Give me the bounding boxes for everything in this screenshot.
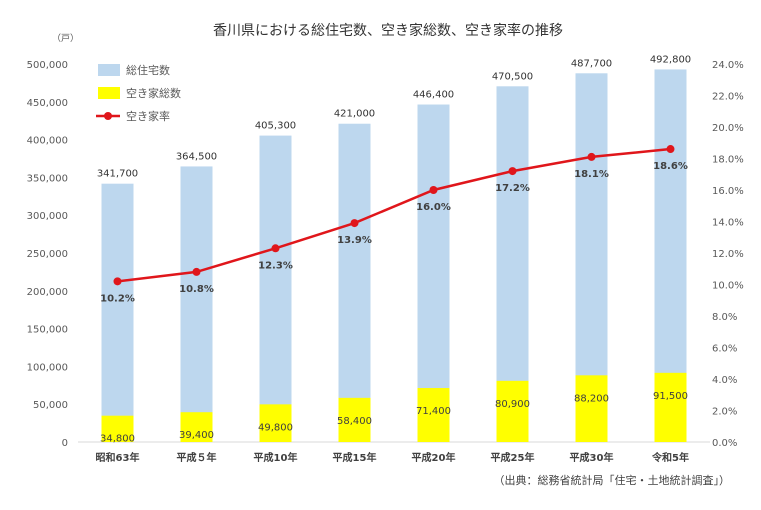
total-housing-label: 364,500	[176, 151, 217, 162]
vacant-housing-label: 49,800	[258, 422, 293, 433]
y-right-tick-label: 12.0%	[712, 249, 744, 260]
y-right-tick-label: 4.0%	[712, 375, 737, 386]
total-housing-bar	[417, 104, 450, 442]
y-left-tick-label: 350,000	[27, 173, 68, 184]
vacant-housing-label: 91,500	[653, 391, 688, 402]
total-housing-bar	[338, 123, 371, 442]
data-labels: 341,700 364,500 405,300 421,000 446,400 470,5…	[97, 54, 691, 444]
total-housing-bar	[101, 183, 134, 442]
total-housing-label: 421,000	[334, 109, 375, 120]
vacancy-rate-point	[113, 277, 122, 286]
vacant-housing-bar	[417, 388, 450, 442]
vacant-housing-label: 39,400	[179, 430, 214, 441]
legend-label-total: 総住宅数	[126, 63, 170, 77]
x-tick-label: 平成30年	[570, 451, 614, 464]
y-left-tick-label: 300,000	[27, 211, 68, 222]
y-right-tick-label: 14.0%	[712, 218, 744, 229]
x-tick-label: 平成20年	[412, 451, 456, 464]
y-left-tick-label: 200,000	[27, 287, 68, 298]
y-right-tick-label: 8.0%	[712, 312, 737, 323]
vacancy-rate-point	[666, 145, 675, 154]
x-tick-label: 平成25年	[491, 451, 535, 464]
vacant-housing-bar	[654, 372, 687, 442]
vacancy-rate-point	[508, 167, 517, 176]
vacant-housing-bar	[259, 404, 292, 442]
total-housing-label: 446,400	[413, 90, 454, 101]
y-left-tick-label: 500,000	[27, 60, 68, 71]
x-tick-label: 令和5年	[651, 451, 689, 464]
y-left-tick-label: 50,000	[33, 400, 68, 411]
y-left-tick-label: 0	[62, 438, 68, 449]
vacancy-rate-label: 16.0%	[416, 202, 451, 213]
total-housing-label: 470,500	[492, 71, 533, 82]
legend-label-vacant: 空き家総数	[126, 86, 181, 100]
unit-label: （戸）	[52, 33, 79, 44]
vacancy-rate-label: 18.1%	[574, 169, 609, 180]
vacancy-rate-point	[271, 244, 280, 253]
vacancy-rate-label: 13.9%	[337, 235, 372, 246]
total-housing-label: 492,800	[650, 54, 691, 65]
vacancy-rate-point	[350, 219, 359, 228]
vacant-housing-label: 71,400	[416, 406, 451, 417]
legend-swatch-vacant	[98, 87, 120, 99]
bars	[101, 69, 687, 443]
total-housing-label: 341,700	[97, 169, 138, 180]
rate-line-group	[113, 145, 675, 286]
vacancy-rate-line	[117, 147, 671, 283]
vacant-housing-label: 58,400	[337, 416, 372, 427]
axes: 0 50,000 100,000 150,000 200,000 250,000 300,0…	[27, 60, 744, 464]
vacancy-rate-point	[429, 186, 438, 194]
legend-swatch-total	[98, 64, 120, 76]
vacancy-rate-point	[587, 152, 596, 161]
vacant-housing-label: 88,200	[574, 393, 609, 404]
y-right-tick-label: 20.0%	[712, 123, 744, 134]
x-tick-label: 平成10年	[254, 451, 298, 464]
vacancy-rate-label: 18.6%	[653, 161, 688, 172]
total-housing-label: 405,300	[255, 121, 296, 132]
y-right-tick-label: 2.0%	[712, 407, 737, 418]
vacant-housing-bar	[338, 397, 371, 442]
y-right-tick-label: 16.0%	[712, 186, 744, 197]
y-right-tick-label: 0.0%	[712, 438, 737, 449]
vacancy-rate-label: 10.8%	[179, 284, 214, 295]
y-right-tick-label: 18.0%	[712, 155, 744, 166]
total-housing-label: 487,700	[571, 58, 612, 69]
vacant-housing-bar	[496, 380, 529, 442]
y-left-tick-label: 400,000	[27, 136, 68, 147]
y-right-tick-label: 22.0%	[712, 92, 744, 103]
vacant-housing-label: 34,800	[100, 434, 135, 445]
x-tick-label: 昭和63年	[96, 451, 140, 464]
vacancy-rate-label: 10.2%	[100, 293, 135, 304]
y-right-tick-label: 24.0%	[712, 60, 744, 71]
y-left-tick-label: 250,000	[27, 249, 68, 260]
legend-label-rate: 空き家率	[126, 109, 170, 123]
y-right-tick-label: 10.0%	[712, 281, 744, 292]
y-left-tick-label: 150,000	[27, 325, 68, 336]
y-left-tick-label: 100,000	[27, 362, 68, 373]
vacant-housing-label: 80,900	[495, 399, 530, 410]
vacant-housing-bar	[180, 412, 213, 442]
total-housing-bar	[259, 135, 292, 442]
y-right-tick-label: 6.0%	[712, 344, 737, 355]
x-tick-label: 平成15年	[333, 451, 377, 464]
x-tick-label: 平成５年	[177, 451, 217, 464]
vacancy-rate-label: 17.2%	[495, 183, 530, 194]
vacant-housing-bar	[575, 375, 608, 442]
total-housing-bar	[180, 166, 213, 443]
y-left-tick-label: 450,000	[27, 98, 68, 109]
vacant-housing-bar	[101, 415, 134, 442]
legend-swatch-rate-marker	[104, 112, 112, 120]
vacancy-rate-point	[192, 267, 201, 276]
chart-title: 香川県における総住宅数、空き家総数、空き家率の推移	[213, 22, 563, 39]
source-note: （出典：総務省統計局「住宅・土地統計調査」）	[494, 473, 731, 487]
vacancy-rate-label: 12.3%	[258, 260, 293, 271]
